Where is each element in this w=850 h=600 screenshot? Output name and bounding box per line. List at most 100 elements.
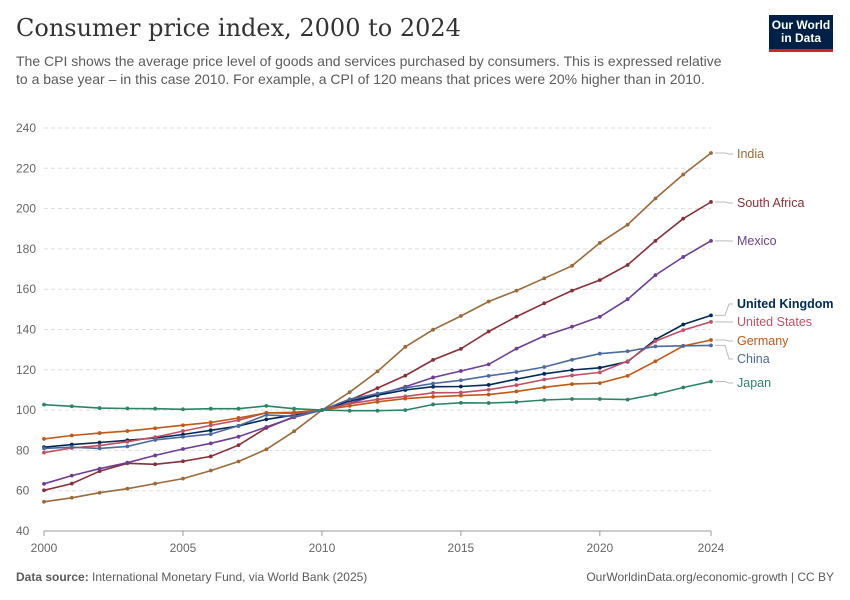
- point-japan-2015[interactable]: [458, 400, 463, 405]
- point-china-2005[interactable]: [181, 434, 185, 439]
- point-japan-2008[interactable]: [264, 403, 269, 408]
- point-germany-2014[interactable]: [431, 394, 435, 399]
- point-japan-2024[interactable]: [709, 379, 713, 384]
- series-line-united-kingdom[interactable]: [43, 314, 712, 448]
- point-united-kingdom-2015[interactable]: [458, 384, 463, 389]
- point-india-2005[interactable]: [181, 476, 185, 481]
- point-south-africa-2007[interactable]: [236, 443, 241, 448]
- point-mexico-2001[interactable]: [69, 473, 74, 478]
- point-united-states-2014[interactable]: [431, 390, 435, 395]
- point-japan-2012[interactable]: [375, 408, 380, 413]
- point-india-2000[interactable]: [42, 499, 46, 504]
- point-india-2011[interactable]: [347, 390, 352, 395]
- point-united-states-2006[interactable]: [208, 423, 213, 428]
- point-south-africa-2012[interactable]: [375, 386, 380, 391]
- point-south-africa-2004[interactable]: [153, 462, 158, 467]
- point-united-states-2022[interactable]: [653, 339, 658, 344]
- point-united-states-2000[interactable]: [42, 450, 46, 455]
- point-india-2014[interactable]: [431, 327, 435, 332]
- point-mexico-2018[interactable]: [542, 334, 547, 338]
- point-india-2017[interactable]: [514, 288, 519, 293]
- point-south-africa-2013[interactable]: [403, 373, 408, 378]
- point-germany-2001[interactable]: [69, 433, 74, 438]
- point-united-kingdom-2016[interactable]: [486, 383, 491, 387]
- point-south-africa-2005[interactable]: [181, 459, 185, 464]
- point-china-2017[interactable]: [514, 370, 519, 374]
- point-south-africa-2021[interactable]: [625, 263, 630, 267]
- point-germany-2016[interactable]: [486, 392, 491, 397]
- point-germany-2004[interactable]: [153, 426, 158, 431]
- point-united-kingdom-2014[interactable]: [431, 384, 435, 389]
- point-united-states-2024[interactable]: [709, 319, 713, 324]
- point-china-2002[interactable]: [97, 446, 102, 451]
- point-united-states-2019[interactable]: [570, 373, 574, 378]
- point-japan-2023[interactable]: [681, 385, 686, 390]
- point-japan-2018[interactable]: [542, 398, 547, 402]
- point-united-kingdom-2024[interactable]: [709, 313, 713, 318]
- point-germany-2022[interactable]: [653, 359, 658, 364]
- series-label-mexico[interactable]: Mexico: [737, 234, 777, 248]
- point-united-kingdom-2008[interactable]: [264, 417, 269, 422]
- point-mexico-2007[interactable]: [236, 434, 241, 439]
- point-mexico-2006[interactable]: [208, 441, 213, 446]
- point-south-africa-2016[interactable]: [486, 329, 491, 334]
- series-label-united-kingdom[interactable]: United Kingdom: [737, 297, 834, 311]
- data-source-text[interactable]: International Monetary Fund, via World B…: [92, 570, 368, 584]
- point-mexico-2015[interactable]: [458, 369, 463, 373]
- point-china-2009[interactable]: [292, 414, 297, 419]
- point-mexico-2002[interactable]: [97, 466, 102, 471]
- point-india-2013[interactable]: [403, 344, 408, 349]
- point-mexico-2014[interactable]: [431, 375, 435, 380]
- footer-credit[interactable]: OurWorldinData.org/economic-growth | CC …: [586, 570, 834, 584]
- point-china-2011[interactable]: [347, 397, 352, 402]
- point-japan-2001[interactable]: [69, 404, 74, 409]
- point-china-2020[interactable]: [597, 351, 602, 356]
- point-japan-2020[interactable]: [597, 397, 602, 401]
- point-germany-2020[interactable]: [597, 381, 602, 385]
- point-united-kingdom-2002[interactable]: [97, 440, 102, 445]
- point-germany-2000[interactable]: [42, 437, 46, 441]
- point-south-africa-2020[interactable]: [597, 278, 602, 283]
- series-label-united-states[interactable]: United States: [737, 315, 812, 329]
- point-china-2015[interactable]: [458, 378, 463, 383]
- point-mexico-2022[interactable]: [653, 273, 658, 277]
- point-germany-2015[interactable]: [458, 393, 463, 398]
- point-united-kingdom-2006[interactable]: [208, 428, 213, 433]
- point-united-states-2018[interactable]: [542, 377, 547, 382]
- point-united-states-2023[interactable]: [681, 328, 686, 333]
- point-united-states-2016[interactable]: [486, 387, 491, 392]
- point-india-2004[interactable]: [153, 481, 158, 486]
- point-germany-2003[interactable]: [125, 429, 130, 433]
- point-japan-2006[interactable]: [208, 406, 213, 411]
- point-japan-2013[interactable]: [403, 408, 408, 412]
- point-india-2003[interactable]: [125, 486, 130, 491]
- point-china-2000[interactable]: [42, 446, 46, 451]
- point-united-states-2004[interactable]: [153, 435, 158, 440]
- point-mexico-2005[interactable]: [181, 447, 185, 451]
- point-india-2001[interactable]: [69, 495, 74, 500]
- point-india-2007[interactable]: [236, 459, 241, 464]
- point-india-2008[interactable]: [264, 447, 269, 452]
- point-south-africa-2015[interactable]: [458, 346, 463, 351]
- point-united-states-2017[interactable]: [514, 383, 519, 388]
- point-china-2007[interactable]: [236, 423, 241, 428]
- point-united-kingdom-2019[interactable]: [570, 368, 574, 372]
- point-south-africa-2006[interactable]: [208, 454, 213, 459]
- point-china-2016[interactable]: [486, 373, 491, 378]
- point-germany-2005[interactable]: [181, 423, 185, 428]
- point-china-2014[interactable]: [431, 381, 435, 386]
- point-india-2023[interactable]: [681, 172, 686, 177]
- point-china-2012[interactable]: [375, 391, 380, 396]
- point-india-2021[interactable]: [625, 222, 630, 227]
- point-united-states-2021[interactable]: [625, 359, 630, 364]
- point-japan-2019[interactable]: [570, 397, 574, 401]
- point-south-africa-2019[interactable]: [570, 288, 574, 293]
- series-label-south-africa[interactable]: South Africa: [737, 196, 804, 210]
- point-india-2016[interactable]: [486, 299, 491, 304]
- point-india-2022[interactable]: [653, 196, 658, 201]
- point-japan-2003[interactable]: [125, 406, 130, 411]
- point-germany-2006[interactable]: [208, 420, 213, 425]
- series-label-india[interactable]: India: [737, 147, 764, 161]
- series-label-china[interactable]: China: [737, 352, 770, 366]
- point-united-states-2003[interactable]: [125, 439, 130, 444]
